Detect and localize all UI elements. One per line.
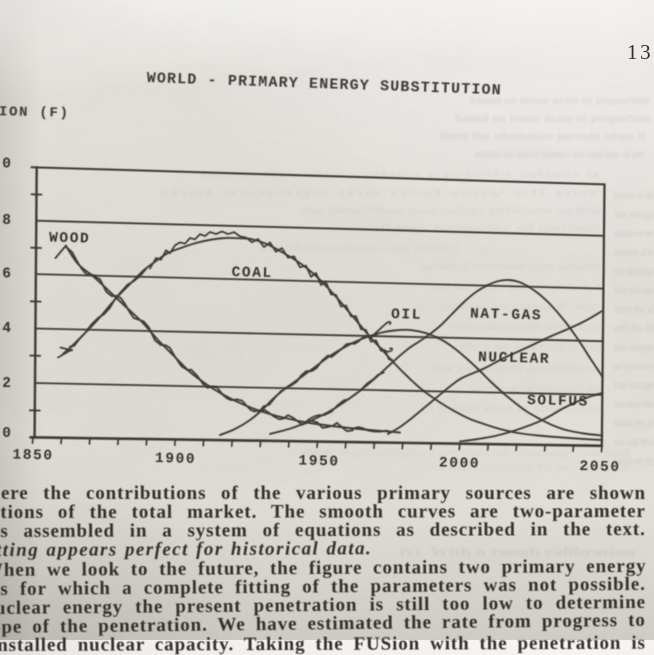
svg-text:0: 0 — [2, 426, 11, 442]
svg-text:1900: 1900 — [155, 451, 197, 468]
svg-text:think the al: think the al — [614, 418, 654, 430]
svg-text:middle we wh: middle we wh — [614, 228, 654, 240]
svg-text:ad prevent w: ad prevent w — [614, 361, 654, 373]
svg-text:2050: 2050 — [579, 459, 621, 476]
svg-text:middle we whole stamps the coa: middle we whole stamps the coal was of p… — [475, 149, 646, 161]
svg-text:(s). With a rough calibrat: (s). With a rough calibration — [400, 544, 636, 559]
svg-text:method of in: method of in — [614, 247, 654, 259]
svg-text:WOOD: WOOD — [49, 231, 91, 248]
svg-text:think the al: think the al — [614, 304, 654, 316]
svg-text:4: 4 — [2, 321, 11, 337]
svg-text:we call this: we call this — [613, 437, 654, 449]
svg-text:8: 8 — [2, 213, 11, 229]
svg-text:ration factor of 73 percent, t: ration factor of 73 percent, th — [430, 462, 630, 474]
svg-text:think the alternative periods: think the alternative periods when it — [430, 363, 600, 375]
svg-text:6: 6 — [2, 267, 11, 283]
svg-text:method of information at the s: method of information at the substitut — [260, 243, 461, 255]
svg-text:2: 2 — [2, 376, 11, 392]
svg-text:NUCLEAR: NUCLEAR — [478, 350, 551, 368]
svg-text:that storage: that storage — [614, 380, 654, 392]
svg-text:1850: 1850 — [12, 448, 54, 465]
svg-text:middle we wh: middle we wh — [614, 456, 654, 468]
svg-text:0: 0 — [2, 157, 11, 173]
svg-text:the described and rather probl: the described and rather problem to the — [450, 321, 600, 333]
svg-text:with the thi: with the thi — [613, 323, 654, 335]
svg-text:that storage: that storage — [614, 342, 654, 354]
svg-text:um alten the moned of court: um alten the moned of court — [440, 301, 601, 313]
svg-text:think the alternative periods: think the alternative periods when it — [440, 131, 645, 143]
svg-text:that storage: that storage — [614, 209, 654, 221]
svg-text:OIL: OIL — [391, 307, 422, 324]
svg-text:we call this behavior of norma: we call this behavior of normal — [328, 223, 600, 235]
svg-text:SOLFUS: SOLFUS — [527, 393, 589, 411]
svg-text:think the alternative periods: think the alternative periods of countin… — [300, 447, 630, 459]
svg-text:um alten the: um alten the — [614, 399, 654, 411]
svg-text:2000: 2000 — [439, 456, 481, 473]
svg-text:that storage: that storage — [614, 285, 654, 297]
svg-text:based on linear scale to propo: based on linear scale to proportion — [455, 113, 650, 125]
svg-text:think the alternative periods: think the alternative periods when it — [200, 169, 601, 181]
svg-text:1950: 1950 — [298, 454, 340, 471]
svg-text:the describe: the describe — [614, 266, 654, 278]
svg-text:based on linear scale to propo: based on linear scale to proportion — [470, 95, 650, 107]
svg-text:NAT-GAS: NAT-GAS — [470, 307, 543, 325]
svg-text:based on lin: based on lin — [614, 190, 654, 202]
svg-text:method of information at the s: method of information at the substitut — [420, 261, 600, 273]
svg-text:that storage the real way all: that storage the real way all per — [160, 187, 600, 199]
svg-text:the described and rather probl: the described and rather problem to the — [300, 205, 600, 217]
svg-text:COAL: COAL — [231, 265, 273, 282]
